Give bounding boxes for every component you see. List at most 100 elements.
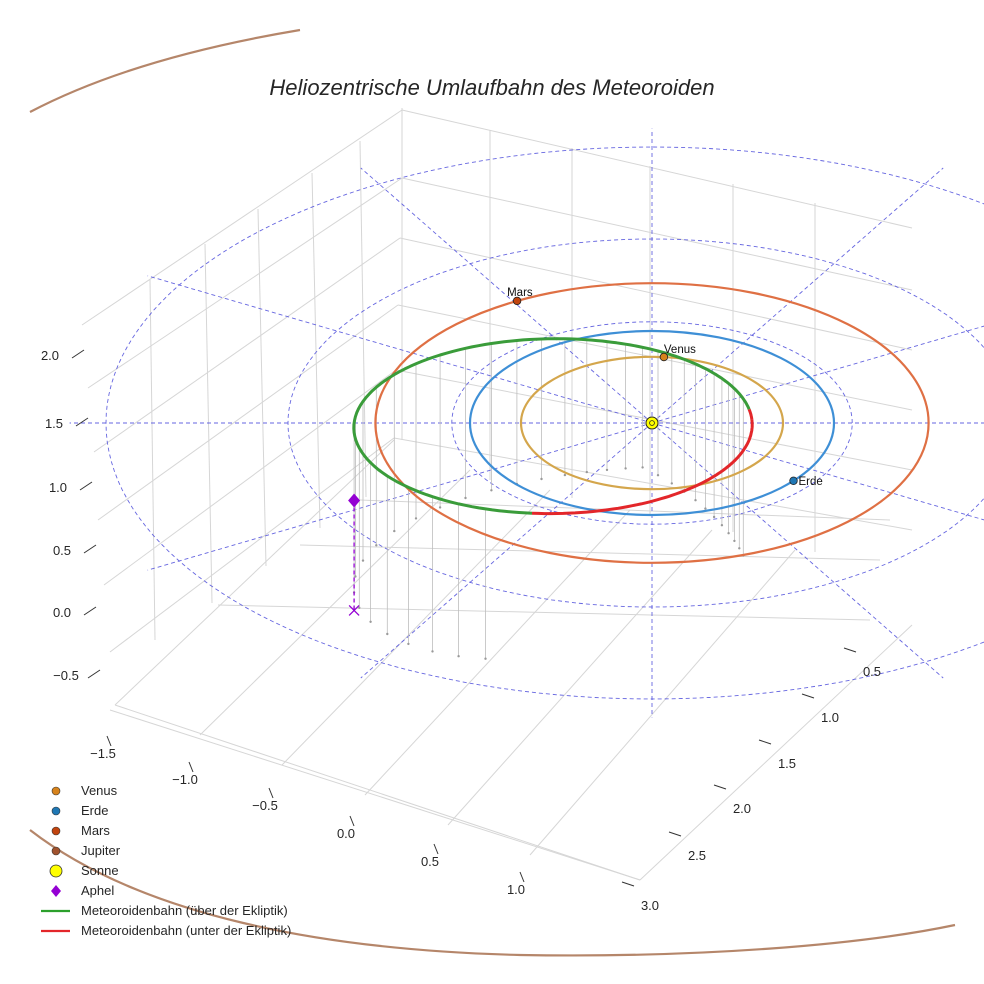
y-tick-label: 2.0 [733, 801, 751, 816]
legend-label: Meteoroidenbahn (über der Ekliptik) [81, 903, 288, 918]
reference-spoke-8 [360, 422, 653, 679]
drop-line-foot [704, 507, 707, 510]
grid-left-x-2 [257, 208, 267, 567]
z-tick-mark [79, 481, 93, 491]
planet-label-mars: Mars [507, 287, 533, 299]
drop-line-foot [375, 544, 378, 547]
y-tick-label: 0.5 [863, 664, 881, 679]
aphel-projection-cross [348, 605, 360, 616]
planet-label-erde: Erde [799, 476, 823, 488]
z-tick-mark [83, 606, 97, 616]
grid-left-z-0 [81, 109, 403, 326]
drop-line-foot [712, 515, 716, 519]
planet-marker-mars [512, 296, 522, 306]
grid-left-x-0 [149, 279, 156, 641]
planet-label-venus: Venus [664, 344, 696, 356]
grid-floor-y-0 [114, 704, 641, 881]
grid-right-z-2 [399, 237, 913, 351]
grid-left-x-4 [359, 140, 367, 498]
drop-line-foot [727, 532, 730, 535]
drop-line-foot [733, 539, 736, 543]
z-tick-mark [75, 417, 89, 427]
legend-marker [49, 864, 63, 878]
legend-label: Aphel [81, 883, 114, 898]
reference-spoke-7 [147, 422, 653, 571]
reference-spoke-1 [651, 325, 984, 424]
grid-floor-x-5 [529, 549, 796, 856]
drop-line-foot [386, 632, 389, 636]
grid-floor-y-1 [217, 604, 871, 621]
jupiter-orbit-arc-top [29, 28, 301, 113]
x-tick-mark [106, 735, 112, 747]
grid-floor-x-3 [364, 509, 631, 796]
z-tick-label: −0.5 [53, 668, 79, 683]
x-tick-mark [433, 843, 439, 855]
legend-label: Mars [81, 823, 110, 838]
reference-spoke-10 [651, 422, 944, 679]
y-tick-mark [668, 831, 682, 837]
drop-line-foot [656, 474, 660, 477]
axis-edge-front-x [109, 709, 641, 881]
chart-title: Heliozentrische Umlaufbahn des Meteoroid… [269, 75, 714, 100]
x-tick-mark [519, 871, 525, 883]
drop-line-foot [361, 559, 365, 562]
axis-edge-front-y [639, 624, 913, 881]
drop-line-foot [670, 482, 673, 485]
orbit-venus [519, 355, 785, 491]
x-tick-label: −1.5 [90, 746, 116, 761]
drop-line-foot [624, 467, 627, 470]
y-tick-label: 2.5 [688, 848, 706, 863]
legend-marker [51, 826, 61, 836]
y-tick-label: 1.5 [778, 756, 796, 771]
ecliptic-reference-grid [69, 128, 984, 718]
drop-line-foot [457, 655, 460, 658]
grid-floor-x-2 [281, 489, 551, 766]
x-tick-label: −0.5 [252, 798, 278, 813]
z-tick-mark [71, 349, 85, 359]
grid-floor-y-3 [359, 499, 891, 521]
x-tick-mark [188, 761, 194, 773]
drop-line-foot [641, 466, 644, 469]
meteoroid-orbit-above [352, 337, 751, 515]
drop-line-foot [605, 468, 609, 472]
axis-ticks: −1.5 −1.0 −0.5 0.0 0.5 1.0 0.5 1.0 1.5 2.0 2.5 3.0 −… [41, 348, 881, 913]
meteoroid-orbit-below [747, 408, 754, 421]
z-tick-mark [83, 544, 97, 554]
z-tick-label: 2.0 [41, 348, 59, 363]
drop-line-foot [414, 517, 418, 520]
grid-left-x-1 [204, 243, 213, 604]
drop-line-foot [490, 489, 493, 492]
drop-line-foot [585, 470, 588, 474]
legend-label: Erde [81, 803, 108, 818]
grid-floor-x-0 [114, 439, 395, 706]
body-markers: Venus Erde Mars [348, 287, 823, 616]
reference-spoke-2 [651, 167, 944, 424]
grid-right-z-1 [401, 177, 913, 291]
drop-line-foot [393, 529, 396, 533]
y-tick-label: 1.0 [821, 710, 839, 725]
drop-line-foot [540, 477, 543, 481]
grid-floor-x-4 [447, 529, 713, 826]
legend-marker [51, 786, 61, 796]
legend: Venus Erde Mars Jupiter Sonne Aphel Meteoroide… [41, 783, 291, 938]
reference-spoke-5 [147, 275, 653, 424]
legend-label: Sonne [81, 863, 119, 878]
legend-marker [51, 806, 61, 816]
planet-orbits [374, 282, 930, 564]
drop-line-foot [484, 657, 487, 660]
planet-marker-erde [789, 476, 798, 485]
z-tick-label: 1.0 [49, 480, 67, 495]
legend-marker [51, 885, 61, 897]
z-tick-label: 1.5 [45, 416, 63, 431]
x-tick-mark [349, 815, 355, 827]
axes-background [80, 108, 915, 880]
x-tick-label: −1.0 [172, 772, 198, 787]
grid-left-z-3 [97, 304, 399, 521]
drop-line-foot [358, 606, 361, 609]
aphel-marker [348, 493, 361, 508]
planet-marker-venus [659, 352, 669, 362]
z-tick-label: 0.5 [53, 543, 71, 558]
reference-spoke-4 [360, 167, 653, 424]
x-tick-label: 1.0 [507, 882, 525, 897]
